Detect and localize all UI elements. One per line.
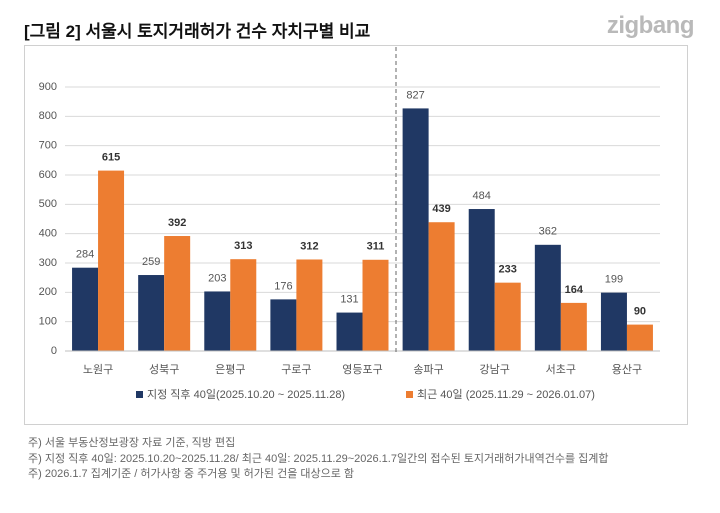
note: 주) 지정 직후 40일: 2025.10.20~2025.11.28/ 최근 … bbox=[28, 452, 609, 465]
x-tick-label: 성북구 bbox=[149, 363, 179, 376]
bar bbox=[230, 259, 257, 351]
x-tick-label: 송파구 bbox=[413, 363, 443, 376]
bar bbox=[204, 291, 231, 351]
value-label: 259 bbox=[142, 256, 160, 268]
logo: zigbang bbox=[606, 12, 695, 39]
value-label: 439 bbox=[432, 203, 450, 215]
y-tick-label: 600 bbox=[39, 169, 57, 181]
x-tick-label: 은평구 bbox=[215, 363, 245, 376]
bar bbox=[336, 312, 363, 351]
legend-swatch bbox=[406, 391, 413, 398]
bar bbox=[468, 209, 495, 351]
bar bbox=[534, 244, 561, 351]
y-tick-label: 700 bbox=[39, 140, 57, 152]
note: 주) 2026.1.7 집계기준 / 허가사항 중 주거용 및 허가된 건을 대… bbox=[28, 468, 355, 480]
bar bbox=[164, 236, 191, 351]
value-label: 484 bbox=[473, 190, 491, 202]
y-tick-label: 400 bbox=[39, 228, 57, 240]
bar bbox=[626, 324, 653, 351]
x-tick-label: 영등포구 bbox=[342, 363, 382, 376]
y-tick-label: 800 bbox=[39, 110, 57, 122]
bar bbox=[600, 292, 627, 351]
bar bbox=[270, 299, 297, 351]
note: 주) 서울 부동산정보광장 자료 기준, 직방 편집 bbox=[28, 437, 236, 449]
value-label: 90 bbox=[634, 306, 646, 318]
legend-label: 지정 직후 40일(2025.10.20 ~ 2025.11.28) bbox=[147, 387, 345, 401]
bar bbox=[560, 302, 587, 351]
value-label: 362 bbox=[539, 226, 557, 238]
bar bbox=[72, 267, 99, 351]
value-label: 827 bbox=[406, 89, 424, 101]
bar bbox=[362, 259, 389, 351]
value-label: 164 bbox=[565, 284, 584, 296]
value-label: 176 bbox=[274, 280, 292, 292]
value-label: 312 bbox=[300, 240, 318, 252]
value-label: 615 bbox=[102, 152, 120, 164]
chart: 0 100 200 300 400 500 600 700 800 900 노원구 284 615 성북구… bbox=[39, 47, 660, 401]
value-label: 284 bbox=[76, 249, 94, 261]
bar bbox=[494, 282, 521, 351]
value-label: 233 bbox=[499, 264, 517, 276]
bar bbox=[98, 170, 125, 351]
x-tick-label: 강남구 bbox=[480, 363, 510, 376]
value-label: 199 bbox=[605, 274, 623, 286]
x-tick-label: 노원구 bbox=[83, 363, 113, 376]
y-tick-label: 100 bbox=[39, 316, 57, 328]
x-tick-label: 서초구 bbox=[546, 363, 576, 376]
y-tick-label: 900 bbox=[39, 81, 57, 93]
bar bbox=[296, 259, 323, 351]
value-label: 131 bbox=[340, 293, 358, 305]
bar bbox=[428, 222, 455, 351]
legend-swatch bbox=[136, 391, 143, 398]
title: [그림 2] 서울시 토지거래허가 건수 자치구별 비교 bbox=[24, 22, 371, 41]
value-label: 392 bbox=[168, 217, 186, 229]
chart-frame bbox=[24, 45, 688, 425]
x-tick-label: 용산구 bbox=[612, 363, 642, 376]
bar bbox=[402, 108, 429, 351]
x-tick-label: 구로구 bbox=[281, 364, 311, 376]
legend-label: 최근 40일 (2025.11.29 ~ 2026.01.07) bbox=[417, 387, 595, 401]
y-tick-label: 500 bbox=[39, 198, 57, 210]
bar bbox=[138, 275, 165, 351]
value-label: 313 bbox=[234, 240, 252, 252]
value-label: 203 bbox=[208, 272, 226, 284]
y-tick-label: 200 bbox=[39, 286, 57, 298]
y-tick-label: 300 bbox=[39, 257, 57, 269]
y-tick-label: 0 bbox=[51, 345, 57, 357]
value-label: 311 bbox=[367, 241, 385, 253]
